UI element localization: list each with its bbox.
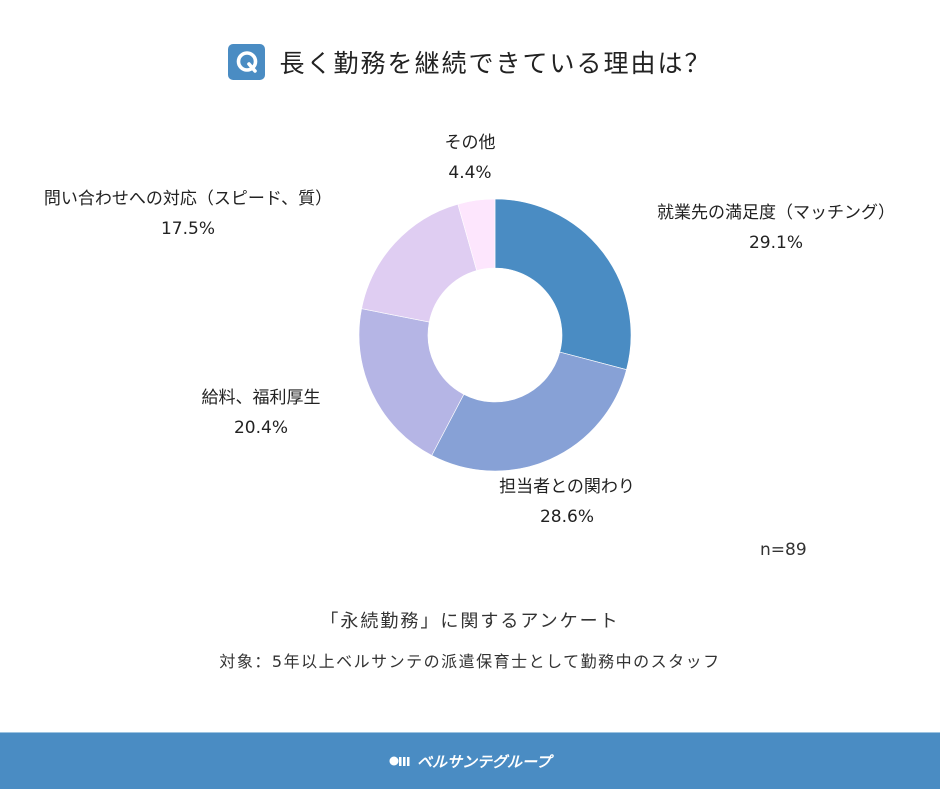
label-value: 29.1% [748,233,803,253]
label-text: その他 [444,133,496,153]
donut-chart [358,198,632,472]
label-value: 20.4% [233,418,288,438]
logo-mark-icon [389,754,411,768]
label-value: 17.5% [160,219,216,239]
label-staff-relationship: 担当者との関わり 28.6% [499,472,635,532]
donut-segment [494,198,632,371]
logo-text: ベルサンテグループ [416,752,552,771]
label-text: 担当者との関わり [499,477,635,497]
label-text: 就業先の満足度（マッチング） [657,203,895,223]
survey-target: 対象：5年以上ベルサンテの派遣保育士として勤務中のスタッフ [219,652,721,671]
label-text: 給料、福利厚生 [201,388,321,408]
sample-size: n=89 [760,540,807,560]
label-salary-benefits: 給料、福利厚生 20.4% [202,383,321,443]
label-text: 問い合わせへの対応（スピード、質） [43,189,333,209]
label-workplace-satisfaction: 就業先の満足度（マッチング） 29.1% [657,198,895,258]
donut-segment [431,351,627,472]
footer-bar: ベルサンテグループ [0,732,940,789]
chart-title: 長く勤務を継続できている理由は？ [279,49,712,78]
label-inquiry-response: 問い合わせへの対応（スピード、質） 17.5% [44,184,332,244]
donut-segment [358,308,465,456]
chart-header: 長く勤務を継続できている理由は？ [0,44,940,80]
donut-segment [457,198,496,271]
donut-segment [361,203,478,323]
label-value: 28.6% [539,507,594,527]
survey-title: 「永続勤務」に関するアンケート [320,611,620,632]
label-value: 4.4% [448,163,492,183]
q-icon [228,44,266,80]
company-logo: ベルサンテグループ [389,751,551,772]
label-other: その他 4.4% [445,128,496,188]
